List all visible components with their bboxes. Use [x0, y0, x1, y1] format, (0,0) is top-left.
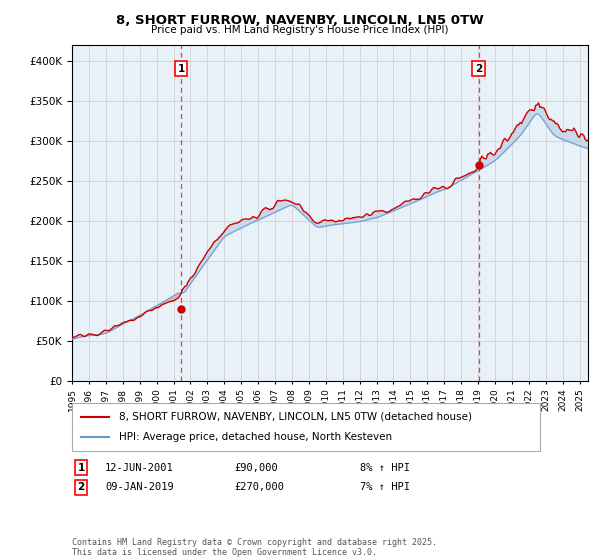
Text: 7% ↑ HPI: 7% ↑ HPI: [360, 482, 410, 492]
FancyBboxPatch shape: [72, 403, 540, 451]
Text: 8, SHORT FURROW, NAVENBY, LINCOLN, LN5 0TW: 8, SHORT FURROW, NAVENBY, LINCOLN, LN5 0…: [116, 14, 484, 27]
Text: Contains HM Land Registry data © Crown copyright and database right 2025.
This d: Contains HM Land Registry data © Crown c…: [72, 538, 437, 557]
Text: £90,000: £90,000: [234, 463, 278, 473]
Text: Price paid vs. HM Land Registry's House Price Index (HPI): Price paid vs. HM Land Registry's House …: [151, 25, 449, 35]
Text: 2: 2: [475, 64, 482, 74]
Text: 09-JAN-2019: 09-JAN-2019: [105, 482, 174, 492]
Text: £270,000: £270,000: [234, 482, 284, 492]
Text: 12-JUN-2001: 12-JUN-2001: [105, 463, 174, 473]
Text: 2: 2: [77, 482, 85, 492]
Text: 8, SHORT FURROW, NAVENBY, LINCOLN, LN5 0TW (detached house): 8, SHORT FURROW, NAVENBY, LINCOLN, LN5 0…: [119, 412, 472, 422]
Text: 1: 1: [77, 463, 85, 473]
Text: 1: 1: [178, 64, 185, 74]
Text: 8% ↑ HPI: 8% ↑ HPI: [360, 463, 410, 473]
Text: HPI: Average price, detached house, North Kesteven: HPI: Average price, detached house, Nort…: [119, 432, 392, 442]
